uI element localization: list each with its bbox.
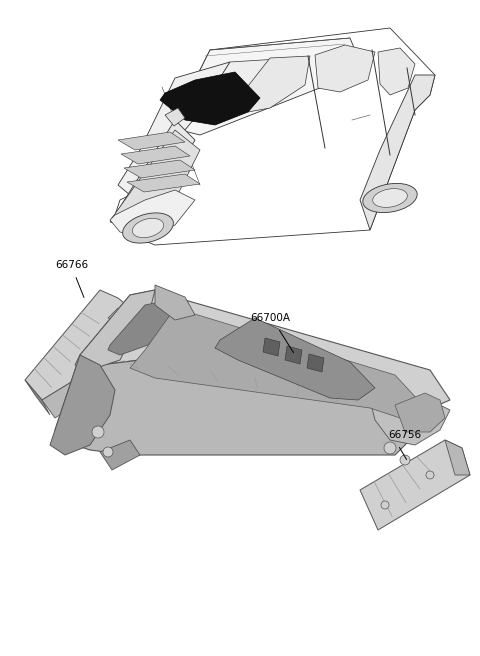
Circle shape <box>400 455 410 465</box>
Text: 66766: 66766 <box>55 260 88 270</box>
Polygon shape <box>378 48 415 95</box>
Polygon shape <box>215 318 375 400</box>
Polygon shape <box>195 58 295 118</box>
Ellipse shape <box>372 189 408 207</box>
Polygon shape <box>315 45 375 92</box>
Ellipse shape <box>363 184 417 213</box>
Polygon shape <box>165 108 185 126</box>
Polygon shape <box>118 62 230 195</box>
Polygon shape <box>42 340 155 418</box>
Polygon shape <box>112 120 195 218</box>
Polygon shape <box>285 346 302 364</box>
Circle shape <box>384 442 396 454</box>
Circle shape <box>426 471 434 479</box>
Polygon shape <box>175 38 360 135</box>
Polygon shape <box>110 130 200 228</box>
Polygon shape <box>155 285 195 320</box>
Polygon shape <box>360 75 435 230</box>
Circle shape <box>103 447 113 457</box>
Polygon shape <box>100 440 140 470</box>
Polygon shape <box>121 146 190 164</box>
Ellipse shape <box>132 218 164 237</box>
Polygon shape <box>445 440 470 475</box>
Circle shape <box>92 426 104 438</box>
Polygon shape <box>395 393 445 432</box>
Polygon shape <box>75 290 155 370</box>
Polygon shape <box>263 338 280 356</box>
Polygon shape <box>127 174 200 192</box>
Text: 66756: 66756 <box>388 430 421 440</box>
Text: 66700A: 66700A <box>250 313 290 323</box>
Polygon shape <box>360 440 470 530</box>
Polygon shape <box>160 72 260 125</box>
Polygon shape <box>307 354 324 372</box>
Polygon shape <box>50 355 115 455</box>
Polygon shape <box>115 28 435 245</box>
Polygon shape <box>108 302 175 355</box>
Polygon shape <box>25 380 50 415</box>
Polygon shape <box>245 56 310 112</box>
Polygon shape <box>55 355 430 455</box>
Polygon shape <box>370 400 450 445</box>
Polygon shape <box>118 132 185 150</box>
Polygon shape <box>130 308 420 418</box>
Polygon shape <box>80 290 450 415</box>
Polygon shape <box>108 308 152 338</box>
Polygon shape <box>124 160 195 178</box>
Polygon shape <box>25 290 145 400</box>
Polygon shape <box>110 190 195 238</box>
Circle shape <box>381 501 389 509</box>
Ellipse shape <box>122 213 173 243</box>
